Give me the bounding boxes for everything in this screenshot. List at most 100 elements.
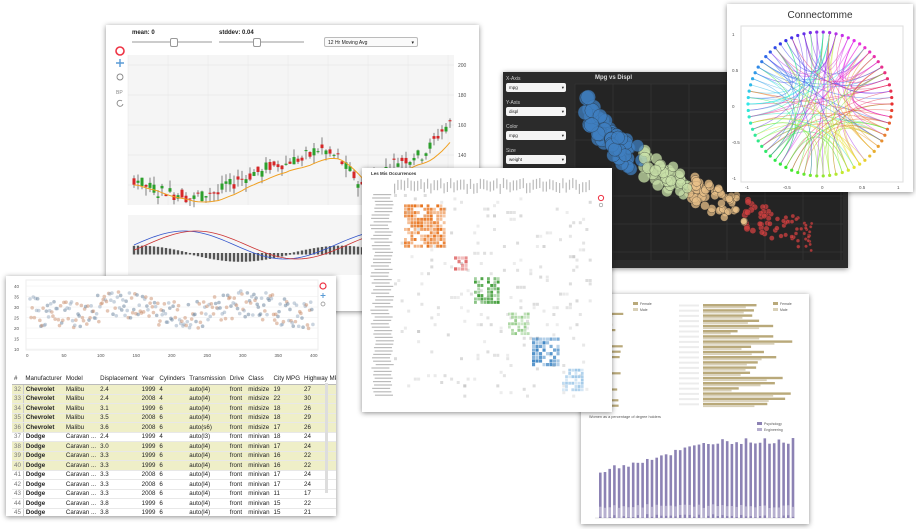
moving-avg-dropdown[interactable]: 12 Hr Moving Avg ▾ xyxy=(324,37,418,47)
matrix-cell xyxy=(526,322,530,326)
control-select[interactable]: displ ▾ xyxy=(506,107,566,116)
table-cell-model: Caravan ... xyxy=(63,508,99,516)
candle-body xyxy=(212,192,216,194)
column-header[interactable]: Class xyxy=(246,373,272,385)
row-label-placeholder xyxy=(373,279,392,281)
scatter-point xyxy=(139,311,144,315)
matrix-cell xyxy=(474,297,477,301)
scatter-point xyxy=(77,314,81,318)
zoom-icon[interactable] xyxy=(598,202,604,208)
box-zoom-icon[interactable]: BP xyxy=(116,90,123,96)
matrix-cell xyxy=(479,313,483,316)
column-header[interactable]: Cylinders xyxy=(157,373,188,385)
matrix-cell xyxy=(426,217,430,221)
column-header[interactable]: Model xyxy=(63,373,99,385)
table-row[interactable]: 41 Dodge Caravan ... 3.3 2008 6 auto(l4) front m… xyxy=(12,470,336,480)
chord-node xyxy=(746,108,750,113)
column-header[interactable]: Manufacturer xyxy=(23,373,64,385)
chord-node xyxy=(846,168,850,172)
table-row[interactable]: 37 Dodge Caravan ... 2.4 1999 4 auto(l3) front m… xyxy=(12,432,336,442)
macd-histogram-bar xyxy=(228,253,232,262)
candle-body xyxy=(432,136,436,139)
table-row[interactable]: 32 Chevrolet Malibu 2.4 1999 4 auto(l4) front mi… xyxy=(12,384,336,395)
table-scrollbar[interactable] xyxy=(325,383,328,493)
stddev-slider-handle[interactable] xyxy=(253,38,261,47)
zoom-icon[interactable] xyxy=(116,73,124,81)
table-row[interactable]: 40 Dodge Caravan ... 3.3 1999 6 auto(l4) front m… xyxy=(12,460,336,471)
chord-link xyxy=(836,35,886,83)
column-header[interactable]: Drive xyxy=(227,373,247,385)
pan-icon[interactable] xyxy=(320,293,326,298)
mpg-point xyxy=(804,223,808,228)
column-header[interactable]: # xyxy=(12,373,24,385)
table-row[interactable]: 34 Chevrolet Malibu 3.1 1999 6 auto(l4) front mi… xyxy=(12,403,336,414)
control-select[interactable]: mpg ▾ xyxy=(506,131,566,140)
table-row[interactable]: 39 Dodge Caravan ... 3.3 1999 6 auto(l4) front m… xyxy=(12,451,336,461)
reset-icon[interactable] xyxy=(116,99,124,107)
matrix-cell xyxy=(549,337,553,341)
scatter-point xyxy=(57,323,62,328)
column-engineering xyxy=(631,507,635,518)
matrix-cell xyxy=(429,238,433,241)
zoom-icon[interactable] xyxy=(320,301,326,307)
column-header[interactable]: City MPG xyxy=(271,373,303,385)
table-row[interactable]: 43 Dodge Caravan ... 3.3 2008 6 auto(l4) front m… xyxy=(12,489,336,499)
matrix-cell xyxy=(553,359,557,363)
column-label-placeholder xyxy=(532,179,534,190)
matrix-cell xyxy=(532,341,536,345)
scatter-point xyxy=(311,322,315,327)
matrix-cell xyxy=(436,224,440,228)
table-cell-n: 36 xyxy=(12,422,24,433)
table-row[interactable]: 33 Chevrolet Malibu 2.4 2008 4 auto(l4) front mi… xyxy=(12,394,336,404)
matrix-cell xyxy=(404,207,407,211)
pan-icon[interactable] xyxy=(116,59,124,67)
category-label-placeholder xyxy=(679,387,699,390)
scatter-point xyxy=(129,296,134,300)
matrix-cell xyxy=(483,297,487,301)
table-cell-model: Caravan ... xyxy=(63,460,99,471)
stddev-slider[interactable] xyxy=(219,38,304,47)
category-label-placeholder xyxy=(679,398,699,401)
scatter-point xyxy=(110,291,114,295)
scatter-point xyxy=(72,323,77,328)
column-header[interactable]: Highway MPG xyxy=(302,373,336,385)
column-engineering xyxy=(740,504,743,515)
table-row[interactable]: 38 Dodge Caravan ... 3.0 1999 6 auto(l4) front m… xyxy=(12,441,336,452)
control-select[interactable]: weight ▾ xyxy=(506,155,566,164)
matrix-cell xyxy=(480,297,484,301)
column-header[interactable]: Displacement xyxy=(98,373,140,385)
scatter-point xyxy=(54,306,59,311)
mean-slider-handle[interactable] xyxy=(170,38,178,47)
table-cell-cls: midsize xyxy=(246,413,272,423)
mean-slider[interactable] xyxy=(132,38,212,47)
chord-node xyxy=(750,127,755,131)
column-engineering xyxy=(650,506,654,517)
table-row[interactable]: 45 Dodge Caravan ... 3.8 1999 6 auto(l4) front m… xyxy=(12,508,336,516)
matrix-cell xyxy=(476,241,480,245)
column-header[interactable]: Transmission xyxy=(187,373,228,385)
matrix-cell xyxy=(464,263,468,267)
matrix-cell xyxy=(410,214,414,218)
matrix-cell xyxy=(427,374,430,378)
matrix-cell xyxy=(450,377,454,381)
matrix-cell xyxy=(517,322,521,326)
table-cell-year: 1999 xyxy=(139,384,158,395)
control-select[interactable]: mpg ▾ xyxy=(506,83,566,92)
table-cell-year: 2008 xyxy=(139,413,158,423)
macd-histogram-bar xyxy=(168,248,172,255)
table-row[interactable]: 44 Dodge Caravan ... 3.8 1999 6 auto(l4) front m… xyxy=(12,498,336,509)
candle-body xyxy=(196,192,200,194)
table-row[interactable]: 42 Dodge Caravan ... 3.3 2008 6 auto(l4) front m… xyxy=(12,479,336,490)
table-row[interactable]: 36 Chevrolet Malibu 3.6 2008 6 auto(s6) front mi… xyxy=(12,422,336,433)
column-header[interactable]: Year xyxy=(139,373,158,385)
y-tick-label: 30 xyxy=(14,305,20,310)
scatter-point xyxy=(70,318,75,323)
column-label-placeholder xyxy=(496,178,498,189)
column-label-placeholder xyxy=(413,181,415,192)
scatter-point xyxy=(98,304,102,309)
scatter-point xyxy=(206,317,210,322)
table-row[interactable]: 35 Chevrolet Malibu 3.5 2008 6 auto(l4) front mi… xyxy=(12,413,336,423)
matrix-cell xyxy=(479,299,483,303)
table-cell-mfr: Chevrolet xyxy=(23,403,64,414)
row-label-placeholder xyxy=(371,326,390,328)
